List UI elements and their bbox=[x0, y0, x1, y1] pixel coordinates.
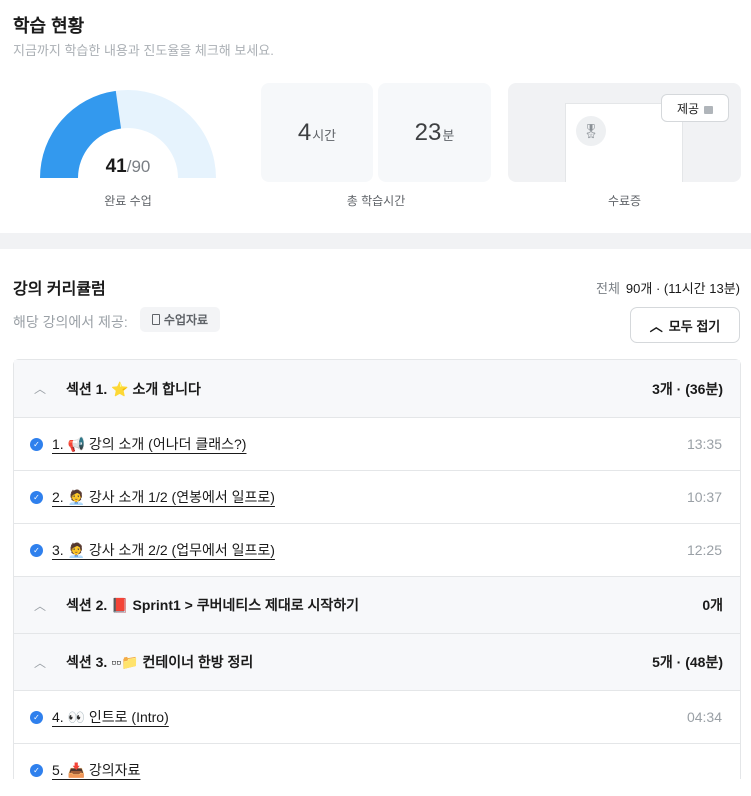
section-count: 0개 bbox=[702, 597, 723, 613]
lecture-item[interactable]: ✓ 2. 🧑‍💼 강사 소개 1/2 (연봉에서 일프로) 10:37 bbox=[14, 470, 740, 523]
study-time-label: 총 학습시간 bbox=[346, 194, 406, 208]
collapse-all-button[interactable]: ︿ 모두 접기 bbox=[630, 307, 740, 343]
check-circle-icon: ✓ bbox=[30, 490, 43, 504]
lecture-item[interactable]: ✓ 3. 🧑‍💼 강사 소개 2/2 (업무에서 일프로) 12:25 bbox=[14, 523, 740, 576]
lecture-link[interactable]: 5. 📥 강의자료 bbox=[52, 762, 141, 778]
provided-label: 해당 강의에서 제공: bbox=[13, 314, 128, 330]
check-circle-icon: ✓ bbox=[30, 543, 43, 557]
page-subtitle: 지금까지 학습한 내용과 진도율을 체크해 보세요. bbox=[13, 43, 274, 58]
medal-icon: 🎖 bbox=[576, 116, 606, 146]
lecture-link[interactable]: 3. 🧑‍💼 강사 소개 2/2 (업무에서 일프로) bbox=[52, 542, 275, 558]
section-header[interactable]: ︿ 섹션 3. ▫▫📁 컨테이너 한방 정리 5개 · (48분) bbox=[14, 633, 740, 690]
lock-icon bbox=[704, 106, 714, 114]
lecture-duration: 10:37 bbox=[686, 489, 722, 505]
completed-count: 41/90 bbox=[105, 156, 151, 177]
check-circle-icon: ✓ bbox=[30, 710, 43, 724]
divider bbox=[0, 233, 751, 249]
lecture-duration: 13:35 bbox=[686, 436, 722, 452]
section-title: 섹션 1. ⭐ 소개 합니다 bbox=[66, 380, 201, 397]
lecture-duration: 12:25 bbox=[686, 542, 722, 558]
section-count: 5개 · (48분) bbox=[652, 654, 723, 670]
chevron-up-icon[interactable]: ︿ bbox=[33, 598, 46, 613]
chevron-up-icon[interactable]: ︿ bbox=[33, 382, 46, 396]
curriculum-total: 전체 90개 · (11시간 13분) bbox=[596, 281, 740, 296]
progress-gauge bbox=[40, 90, 216, 178]
material-chip[interactable]: 수업자료 bbox=[140, 307, 220, 332]
section-count: 3개 · (36분) bbox=[652, 380, 723, 397]
certificate-card[interactable]: 🎖 제공 bbox=[508, 83, 741, 182]
chevron-up-icon[interactable]: ︿ bbox=[33, 655, 46, 670]
lecture-item[interactable]: ✓ 4. 👀 인트로 (Intro) 04:34 bbox=[14, 690, 740, 743]
section-title: 섹션 3. ▫▫📁 컨테이너 한방 정리 bbox=[66, 654, 254, 670]
file-icon bbox=[151, 314, 160, 325]
hours-card: 4 시간 bbox=[261, 83, 373, 182]
lecture-item[interactable]: ✓ 5. 📥 강의자료 bbox=[14, 743, 740, 796]
section-title: 섹션 2. 📕 Sprint1 > 쿠버네티스 제대로 시작하기 bbox=[66, 597, 360, 613]
chevron-up-icon: ︿ bbox=[649, 318, 663, 334]
lecture-item[interactable]: ✓ 1. 📢 강의 소개 (어나더 클래스?) 13:35 bbox=[14, 417, 740, 470]
minutes-card: 23 분 bbox=[378, 83, 491, 182]
certificate-label: 수료증 bbox=[607, 194, 642, 208]
section-header[interactable]: ︿ 섹션 1. ⭐ 소개 합니다 3개 · (36분) bbox=[14, 360, 740, 417]
completed-label: 완료 수업 bbox=[104, 194, 152, 208]
page-title: 학습 현황 bbox=[13, 16, 85, 36]
certificate-badge: 제공 bbox=[661, 94, 729, 122]
curriculum-title: 강의 커리큘럼 bbox=[13, 281, 106, 298]
check-circle-icon: ✓ bbox=[30, 763, 43, 777]
lecture-duration: 04:34 bbox=[686, 709, 722, 725]
gauge-fill bbox=[40, 90, 122, 178]
lecture-link[interactable]: 4. 👀 인트로 (Intro) bbox=[52, 709, 169, 725]
check-circle-icon: ✓ bbox=[30, 437, 43, 451]
lecture-link[interactable]: 1. 📢 강의 소개 (어나더 클래스?) bbox=[52, 436, 247, 452]
section-header[interactable]: ︿ 섹션 2. 📕 Sprint1 > 쿠버네티스 제대로 시작하기 0개 bbox=[14, 576, 740, 633]
lecture-link[interactable]: 2. 🧑‍💼 강사 소개 1/2 (연봉에서 일프로) bbox=[52, 489, 275, 505]
